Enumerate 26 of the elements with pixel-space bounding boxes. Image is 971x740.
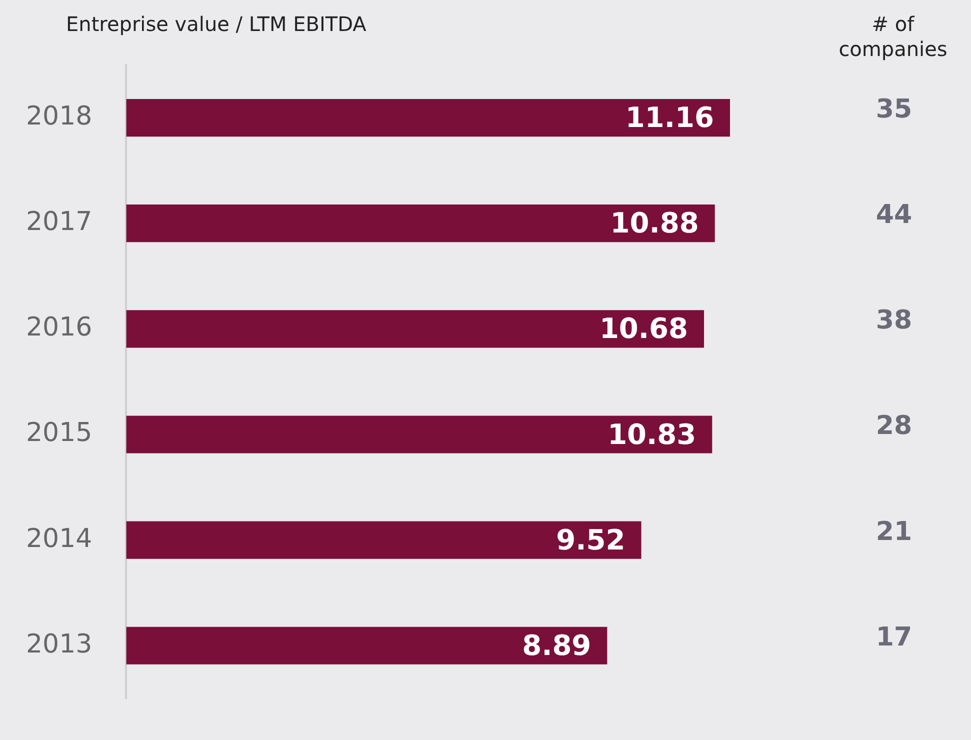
y-tick-label: 2015 [26,418,92,448]
bar [126,521,642,559]
text: 44 [876,200,912,230]
data-label: 9.52 [556,523,626,556]
data-label: 10.83 [608,418,696,451]
y-tick-label: 2017 [26,207,92,238]
bar [126,416,712,454]
chart-title: Entreprise value / LTM EBITDA [66,12,366,36]
data-label: 8.89 [522,628,592,662]
bar [126,626,608,664]
text: 38 [876,306,912,336]
bar [126,98,730,137]
y-tick-label: 2018 [26,102,92,132]
text: 17 [876,622,912,652]
text: 21 [876,516,912,547]
data-label: 11.16 [625,101,714,134]
y-tick-label: 2013 [26,629,92,660]
text: 28 [876,411,912,442]
y-tick-label: 2014 [26,524,92,554]
text: 35 [876,94,912,125]
bar [126,310,704,348]
text: # of companies [838,12,948,62]
data-label: 10.88 [610,206,699,240]
bar [126,204,715,242]
data-label: 10.68 [599,312,688,346]
y-tick-label: 2016 [26,312,92,343]
